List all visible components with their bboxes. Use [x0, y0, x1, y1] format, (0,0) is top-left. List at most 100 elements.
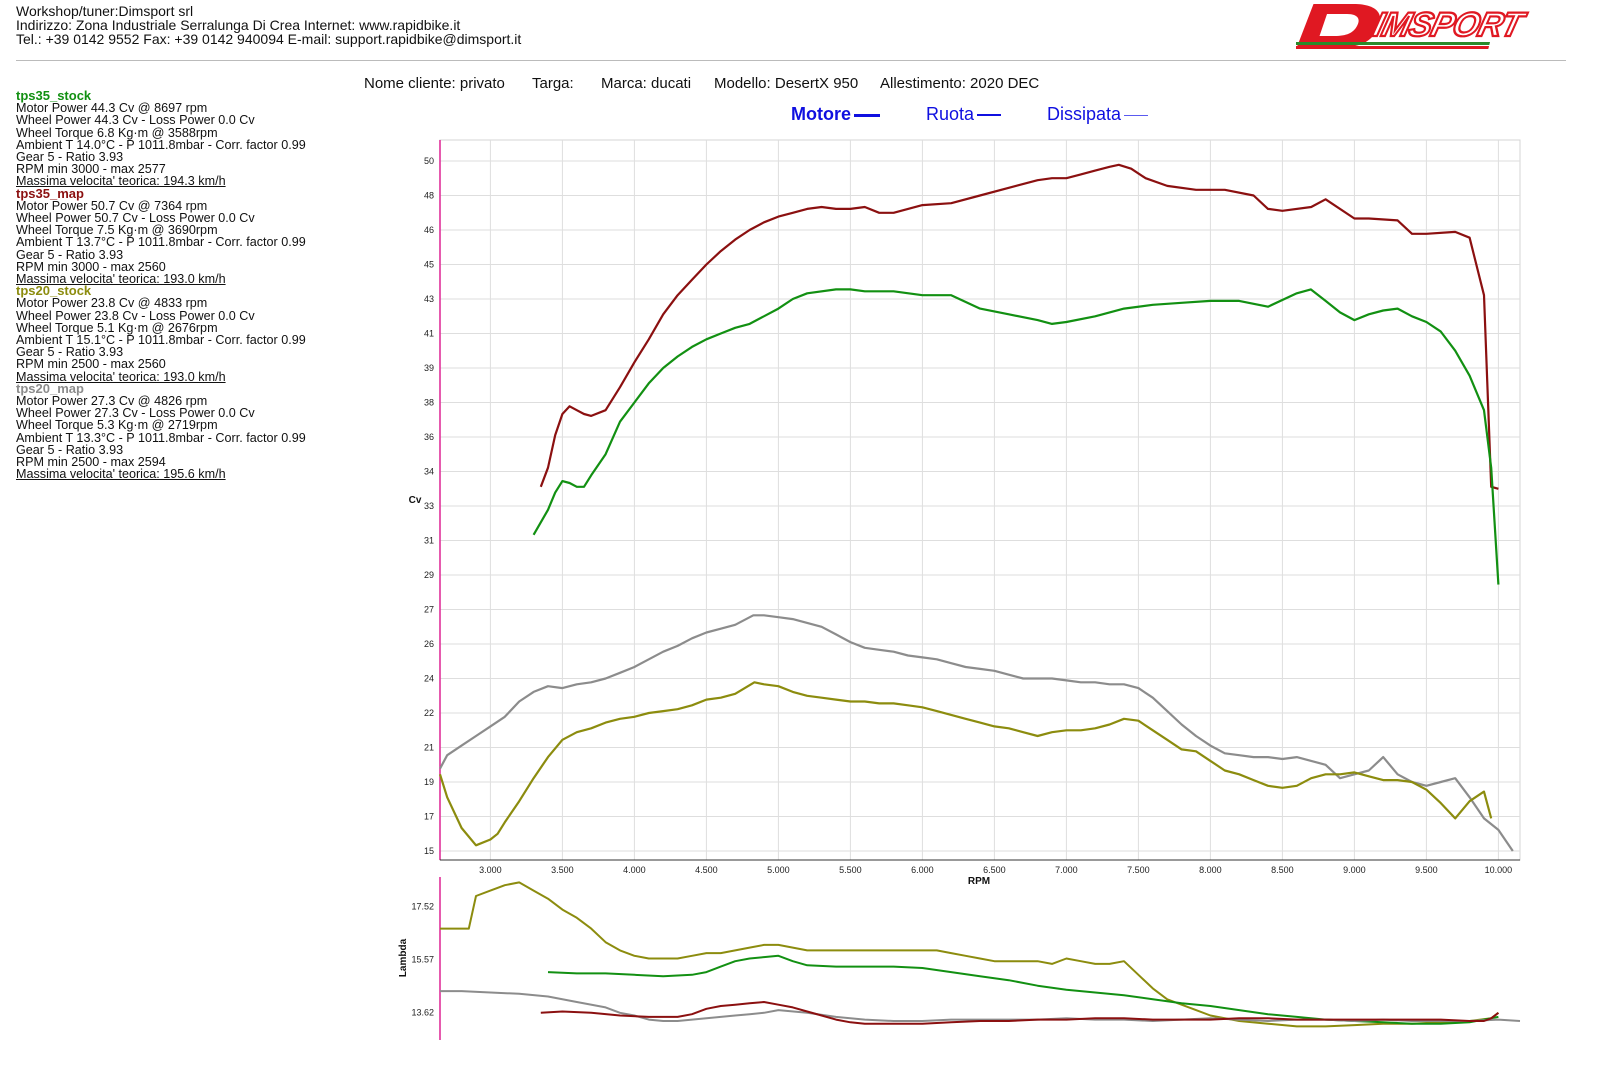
lambda-series-line-tps35_map	[540, 1001, 1500, 1025]
x-tick-label: 3.000	[479, 865, 502, 875]
run-line: RPM min 3000 - max 2560	[16, 259, 166, 274]
legend-motore[interactable]: Motore	[791, 104, 880, 125]
run-line: Wheel Power 50.7 Cv - Loss Power 0.0 Cv	[16, 211, 255, 226]
y-tick-label: 27	[424, 605, 434, 615]
workshop-contacts: Tel.: +39 0142 9552 Fax: +39 0142 940094…	[16, 31, 522, 47]
dimsport-logo: IMSPORT	[1296, 4, 1531, 49]
y-tick-label: 21	[424, 743, 434, 753]
run-line: Wheel Power 27.3 Cv - Loss Power 0.0 Cv	[16, 406, 255, 421]
lambda-series-line-tps20_stock	[440, 881, 1500, 1028]
y-tick-label: 50	[424, 156, 434, 166]
series-line-tps20_map	[439, 614, 1514, 852]
x-tick-label: 5.500	[839, 865, 862, 875]
x-tick-label: 3.500	[551, 865, 574, 875]
y-tick-label: 15	[424, 846, 434, 856]
run-title: tps35_stock	[16, 88, 92, 103]
y-axis-label: Cv	[409, 495, 422, 506]
max-speed-link[interactable]: Massima velocita' teorica: 194.3 km/h	[16, 174, 226, 189]
run-line: RPM min 2500 - max 2594	[16, 455, 166, 470]
run-line: Wheel Power 23.8 Cv - Loss Power 0.0 Cv	[16, 308, 255, 323]
y-tick-label: 43	[424, 294, 434, 304]
run-line: Wheel Torque 6.8 Kg·m @ 3588rpm	[16, 125, 218, 140]
lambda-y-tick-label: 17.52	[411, 901, 434, 911]
series-line-tps20_stock	[438, 681, 1493, 847]
run-line: Gear 5 - Ratio 3.93	[16, 150, 124, 165]
curve-type-legend: Motore Ruota Dissipata	[0, 104, 1600, 128]
lambda-y-tick-label: 15.57	[411, 954, 434, 964]
y-tick-label: 45	[424, 260, 434, 270]
y-tick-label: 26	[424, 639, 434, 649]
y-tick-label: 36	[424, 432, 434, 442]
x-tick-label: 5.000	[767, 865, 790, 875]
run-line: Wheel Torque 5.1 Kg·m @ 2676rpm	[16, 320, 218, 335]
legend-ruota-label: Ruota	[926, 104, 975, 124]
run-line: Wheel Torque 7.5 Kg·m @ 3690rpm	[16, 223, 218, 238]
x-tick-label: 8.500	[1271, 865, 1294, 875]
workshop-address: Indirizzo: Zona Industriale Serralunga D…	[16, 17, 461, 33]
run-block-tps35-stock: tps35_stock Motor Power 44.3 Cv @ 8697 r…	[16, 88, 306, 189]
legend-motore-swatch	[854, 113, 880, 117]
run-line: Ambient T 13.7°C - P 1011.8mbar - Corr. …	[16, 235, 306, 250]
max-speed-link[interactable]: Massima velocita' teorica: 193.0 km/h	[16, 272, 226, 287]
y-tick-label: 24	[424, 674, 434, 684]
y-tick-label: 41	[424, 329, 434, 339]
x-axis-label: RPM	[968, 876, 990, 887]
run-line: RPM min 3000 - max 2577	[16, 162, 166, 177]
legend-dissipata-label: Dissipata	[1047, 104, 1122, 124]
run-title: tps20_stock	[16, 283, 92, 299]
y-tick-label: 46	[424, 225, 434, 235]
y-tick-label: 38	[424, 398, 434, 408]
workshop-name: Workshop/tuner:Dimsport srl	[16, 3, 194, 19]
workshop-header: Workshop/tuner:Dimsport srl Indirizzo: Z…	[16, 4, 521, 46]
run-block-tps20-stock: tps20_stock Motor Power 23.8 Cv @ 4833 r…	[16, 283, 306, 384]
model-label: Modello: DesertX 950	[714, 75, 859, 92]
max-speed-link[interactable]: Massima velocita' teorica: 193.0 km/h	[16, 369, 226, 384]
lambda-y-tick-label: 13.62	[411, 1007, 434, 1017]
x-tick-label: 4.500	[695, 865, 718, 875]
run-line: Motor Power 27.3 Cv @ 4826 rpm	[16, 394, 208, 409]
run-line: Gear 5 - Ratio 3.93	[16, 345, 124, 360]
max-speed-link[interactable]: Massima velocita' teorica: 195.6 km/h	[16, 467, 226, 482]
x-tick-label: 4.000	[623, 865, 646, 875]
series-line-tps35_stock	[532, 288, 1500, 585]
run-title: tps35_map	[16, 185, 84, 201]
x-tick-label: 9.500	[1415, 865, 1438, 875]
run-line: Motor Power 50.7 Cv @ 7364 rpm	[16, 198, 208, 213]
plot-area	[439, 139, 1521, 861]
x-tick-label: 9.000	[1343, 865, 1366, 875]
run-line: Wheel Power 44.3 Cv - Loss Power 0.0 Cv	[16, 113, 255, 128]
lambda-series-line-tps20_map	[440, 990, 1521, 1022]
y-tick-label: 39	[424, 363, 434, 373]
y-tick-label: 33	[424, 501, 434, 511]
legend-motore-label: Motore	[791, 104, 851, 124]
run-block-tps20-map: tps20_map Motor Power 27.3 Cv @ 4826 rpm…	[16, 382, 306, 482]
y-tick-label: 34	[424, 467, 434, 477]
run-line: Ambient T 13.3°C - P 1011.8mbar - Corr. …	[16, 430, 306, 445]
run-line: RPM min 2500 - max 2560	[16, 357, 166, 372]
y-tick-label: 31	[424, 536, 434, 546]
legend-dissipata-swatch	[1124, 114, 1149, 116]
legend-ruota[interactable]: Ruota	[926, 104, 1002, 125]
legend-dissipata[interactable]: Dissipata	[1047, 104, 1149, 125]
y-tick-label: 29	[424, 570, 434, 580]
power-chart: 3.000 3.500 4.000 4.500 5.000 5.500 6.000 6.500…	[409, 139, 1521, 887]
run-line: Ambient T 15.1°C - P 1011.8mbar - Corr. …	[16, 333, 306, 348]
customer-name: Nome cliente: privato	[364, 75, 505, 92]
run-line: Wheel Torque 5.3 Kg·m @ 2719rpm	[16, 418, 218, 433]
series-line-tps35_map	[539, 163, 1499, 490]
x-tick-label: 7.500	[1127, 865, 1150, 875]
run-line: Ambient T 14.0°C - P 1011.8mbar - Corr. …	[16, 137, 306, 152]
y-tick-label: 48	[424, 191, 434, 201]
lambda-chart: 13.62 15.57 17.52 Lambda	[398, 877, 1521, 1040]
brand-label: Marca: ducati	[601, 75, 692, 92]
x-tick-label: 6.000	[911, 865, 934, 875]
plate-label: Targa:	[532, 75, 574, 92]
y-tick-label: 19	[424, 777, 434, 787]
x-tick-label: 7.000	[1055, 865, 1078, 875]
run-block-tps35-map: tps35_map Motor Power 50.7 Cv @ 7364 rpm…	[16, 185, 306, 287]
header-divider	[16, 60, 1566, 61]
y-tick-label: 17	[424, 812, 434, 822]
run-line: Gear 5 - Ratio 3.93	[16, 247, 124, 262]
y-tick-label: 22	[424, 708, 434, 718]
